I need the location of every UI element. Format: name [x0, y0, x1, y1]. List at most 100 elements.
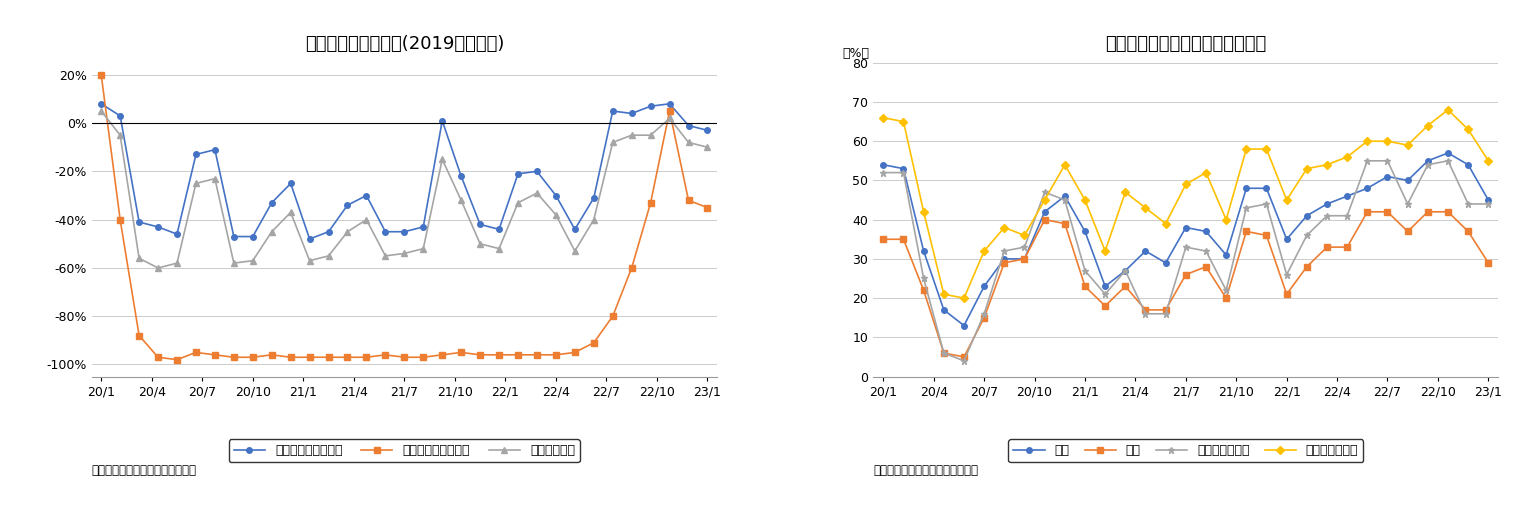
- リゾートホテル: [1399, 201, 1417, 207]
- リゾートホテル: [976, 311, 994, 317]
- 日本人延べ宿泊者数: [281, 180, 300, 187]
- 延べ宿泊者数: [679, 139, 697, 145]
- 日本人延べ宿泊者数: [547, 192, 566, 199]
- リゾートホテル: [1298, 232, 1316, 238]
- ビジネスホテル: [1318, 162, 1336, 168]
- 延べ宿泊者数: [509, 200, 528, 206]
- 全体: [1096, 283, 1115, 290]
- ビジネスホテル: [1479, 158, 1497, 164]
- Legend: 日本人延べ宿泊者数, 外国人延べ宿泊者数, 延べ宿泊者数: 日本人延べ宿泊者数, 外国人延べ宿泊者数, 延べ宿泊者数: [229, 439, 579, 462]
- 全体: [1378, 174, 1396, 180]
- 旅館: [1399, 228, 1417, 234]
- 外国人延べ宿泊者数: [679, 197, 697, 203]
- Text: （出典）観光庁「宿泊旅行統計」: （出典）観光庁「宿泊旅行統計」: [92, 464, 197, 477]
- ビジネスホテル: [1257, 146, 1275, 152]
- 延べ宿泊者数: [604, 139, 622, 145]
- 外国人延べ宿泊者数: [338, 354, 356, 360]
- 全体: [1358, 185, 1376, 191]
- 日本人延べ宿泊者数: [206, 146, 225, 153]
- リゾートホテル: [1217, 287, 1235, 293]
- 延べ宿泊者数: [243, 257, 261, 264]
- 全体: [1015, 256, 1034, 262]
- 延べ宿泊者数: [528, 190, 546, 196]
- 外国人延べ宿泊者数: [206, 351, 225, 358]
- ビジネスホテル: [995, 224, 1014, 231]
- 日本人延べ宿泊者数: [358, 192, 376, 199]
- 日本人延べ宿泊者数: [263, 200, 281, 206]
- 外国人延べ宿泊者数: [471, 351, 489, 358]
- 日本人延べ宿泊者数: [661, 100, 679, 107]
- 全体: [1439, 150, 1457, 156]
- 外国人延べ宿泊者数: [528, 351, 546, 358]
- 日本人延べ宿泊者数: [130, 219, 148, 225]
- 全体: [1479, 197, 1497, 203]
- 延べ宿泊者数: [566, 248, 584, 254]
- 全体: [1136, 248, 1154, 254]
- リゾートホテル: [934, 350, 953, 356]
- ビジネスホテル: [1096, 248, 1115, 254]
- 外国人延べ宿泊者数: [604, 313, 622, 320]
- リゾートホテル: [1096, 291, 1115, 297]
- 旅館: [1197, 264, 1216, 270]
- 全体: [894, 165, 913, 172]
- 旅館: [1217, 295, 1235, 301]
- 日本人延べ宿泊者数: [699, 127, 717, 133]
- Line: 旅館: 旅館: [881, 209, 1491, 360]
- 全体: [875, 162, 893, 168]
- 日本人延べ宿泊者数: [168, 231, 187, 237]
- 外国人延べ宿泊者数: [243, 354, 261, 360]
- リゾートホテル: [1439, 158, 1457, 164]
- 旅館: [1116, 283, 1135, 290]
- ビジネスホテル: [1217, 217, 1235, 223]
- 日本人延べ宿泊者数: [92, 100, 110, 107]
- 延べ宿泊者数: [187, 180, 205, 187]
- 全体: [1338, 193, 1356, 199]
- 日本人延べ宿泊者数: [376, 229, 394, 235]
- 外国人延べ宿泊者数: [92, 72, 110, 78]
- 日本人延べ宿泊者数: [489, 226, 508, 232]
- 日本人延べ宿泊者数: [225, 233, 243, 240]
- ビジネスホテル: [1076, 197, 1095, 203]
- 外国人延べ宿泊者数: [566, 349, 584, 356]
- 外国人延べ宿泊者数: [414, 354, 433, 360]
- 延べ宿泊者数: [489, 245, 508, 252]
- 延べ宿泊者数: [263, 229, 281, 235]
- リゾートホテル: [914, 275, 933, 281]
- 旅館: [1257, 232, 1275, 238]
- ビジネスホテル: [1358, 138, 1376, 144]
- 外国人延べ宿泊者数: [168, 357, 187, 363]
- 全体: [954, 322, 972, 329]
- 延べ宿泊者数: [358, 217, 376, 223]
- リゾートホテル: [1419, 162, 1437, 168]
- リゾートホテル: [894, 169, 913, 176]
- 外国人延べ宿泊者数: [263, 351, 281, 358]
- 旅館: [976, 314, 994, 321]
- 全体: [1399, 177, 1417, 184]
- 全体: [1177, 224, 1196, 231]
- 外国人延べ宿泊者数: [225, 354, 243, 360]
- 旅館: [1076, 283, 1095, 290]
- 外国人延べ宿泊者数: [622, 265, 641, 271]
- 旅館: [1419, 209, 1437, 215]
- 延べ宿泊者数: [320, 253, 338, 259]
- ビジネスホテル: [1237, 146, 1255, 152]
- リゾートホテル: [1378, 158, 1396, 164]
- 延べ宿泊者数: [394, 251, 413, 257]
- ビジネスホテル: [1015, 232, 1034, 238]
- 旅館: [875, 236, 893, 243]
- 旅館: [1096, 303, 1115, 309]
- 旅館: [1338, 244, 1356, 250]
- 旅館: [894, 236, 913, 243]
- 延べ宿泊者数: [471, 241, 489, 247]
- リゾートホテル: [1076, 267, 1095, 274]
- 全体: [1035, 209, 1053, 215]
- ビジネスホテル: [1035, 197, 1053, 203]
- リゾートホテル: [1358, 158, 1376, 164]
- 延べ宿泊者数: [148, 265, 167, 271]
- 外国人延べ宿泊者数: [394, 354, 413, 360]
- 日本人延べ宿泊者数: [243, 233, 261, 240]
- 全体: [1278, 236, 1297, 243]
- ビジネスホテル: [1177, 181, 1196, 187]
- 延べ宿泊者数: [547, 212, 566, 218]
- リゾートホテル: [1015, 244, 1034, 250]
